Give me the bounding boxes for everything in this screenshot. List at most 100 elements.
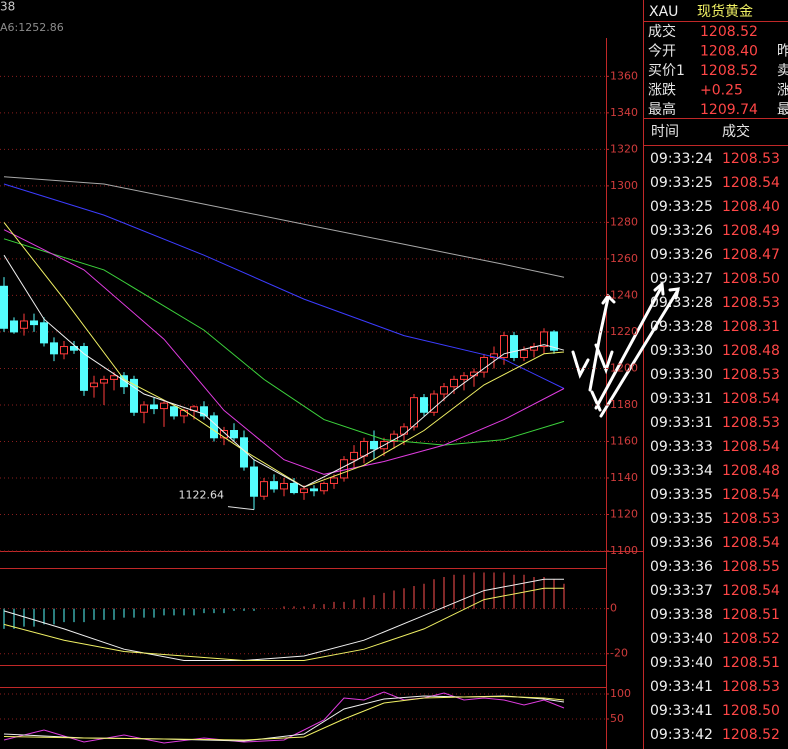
candle-body [320, 482, 328, 492]
tick-price: 1208.54 [722, 535, 780, 551]
quote-label: 涨跌 [648, 83, 676, 99]
y-tick-label: 1320 [610, 142, 638, 155]
candle-body [550, 331, 558, 351]
y-tick-label: 1240 [610, 288, 638, 301]
tick-time: 09:33:38 [650, 607, 713, 623]
candle-body [480, 356, 488, 373]
tick-price: 1208.53 [722, 511, 780, 527]
quote-value: 1208.40 [700, 44, 758, 60]
candle-body [10, 320, 18, 333]
tick-price: 1208.51 [722, 607, 780, 623]
quote-label: 最高 [648, 101, 676, 118]
y-tick-label: 1220 [610, 325, 638, 338]
candle-body [270, 481, 278, 490]
arrow [571, 350, 590, 379]
candle-body [540, 331, 548, 348]
candle-body [140, 404, 148, 413]
tick-price: 1208.50 [722, 271, 780, 287]
candle-body [230, 430, 238, 439]
tick-price: 1208.51 [722, 655, 780, 671]
candle-body [20, 320, 28, 329]
candle-body [220, 430, 228, 439]
arrow [588, 296, 610, 392]
tick-price: 1208.53 [722, 679, 780, 695]
tick-time: 09:33:36 [650, 559, 713, 575]
tick-time: 09:33:30 [650, 343, 713, 359]
tick-time: 09:33:25 [650, 175, 713, 191]
arrow [599, 288, 680, 418]
tick-time: 09:33:24 [650, 151, 713, 167]
arrow-head [668, 287, 680, 300]
tick-time: 09:33:34 [650, 463, 713, 479]
y-tick-label: 1280 [610, 215, 638, 228]
tick-time: 09:33:41 [650, 679, 713, 695]
tick-price: 1208.50 [722, 703, 780, 719]
table-header: 成交 [722, 123, 750, 140]
quote-label: 涨 [777, 83, 788, 99]
candle-body [60, 346, 68, 355]
candle-body [130, 378, 138, 413]
candle-body [0, 285, 8, 329]
tick-time: 09:33:42 [650, 727, 713, 743]
quote-label: 昨 [777, 44, 788, 60]
indicator-line [3, 254, 565, 488]
tick-price: 1208.54 [722, 175, 780, 191]
candle-body [450, 378, 458, 388]
arrow-head [601, 293, 616, 305]
tick-time: 09:33:25 [650, 199, 713, 215]
tick-price: 1208.40 [722, 199, 780, 215]
indicator-line [3, 691, 565, 744]
tick-time: 09:33:36 [650, 535, 713, 551]
tick-price: 1208.49 [722, 223, 780, 239]
y-tick-label: 1140 [610, 471, 638, 484]
candle-body [460, 375, 468, 380]
tick-price: 1208.52 [722, 631, 780, 647]
y-tick-label: 50 [610, 712, 624, 725]
indicator-line [3, 695, 565, 741]
tick-time: 09:33:40 [650, 655, 713, 671]
y-tick-label: -20 [610, 647, 628, 660]
y-tick-label: 1180 [610, 398, 638, 411]
quote-label: 今开 [648, 44, 676, 60]
candle-body [520, 349, 528, 358]
candle-body [30, 320, 38, 326]
drawn-arrows [571, 280, 680, 418]
tick-price: 1208.52 [722, 727, 780, 743]
candle-body [180, 409, 188, 417]
arrow [590, 390, 602, 412]
annotation-leader [227, 506, 255, 511]
tick-time: 09:33:26 [650, 247, 713, 263]
candle-body [510, 335, 518, 358]
y-tick-label: 1160 [610, 434, 638, 447]
candle-body [100, 378, 108, 384]
indicator-line [3, 229, 565, 475]
tick-price: 1208.53 [722, 295, 780, 311]
candle-body [210, 415, 218, 439]
tick-time: 09:33:40 [650, 631, 713, 647]
tick-price: 1208.53 [722, 367, 780, 383]
annotation-label: 1122.64 [179, 489, 225, 502]
candle-body [340, 459, 348, 479]
candle-body [280, 482, 288, 490]
candle-body [90, 382, 98, 388]
indicator-line [3, 238, 565, 446]
candle-body [50, 342, 58, 355]
tick-time: 09:33:41 [650, 703, 713, 719]
chart-title: 38 [0, 0, 15, 14]
candle-body [420, 397, 428, 413]
candle-body [360, 440, 368, 457]
arrow-head [653, 280, 665, 296]
table-header: 时间 [651, 124, 679, 140]
indicator-line [3, 587, 564, 661]
quote-value: 1209.74 [700, 102, 758, 118]
tick-price: 1208.47 [722, 247, 780, 263]
candle-body [170, 406, 178, 417]
arrow [594, 284, 664, 410]
candle-body [350, 451, 358, 461]
tick-price: 1208.48 [722, 343, 780, 359]
candle-body [300, 488, 308, 494]
tick-price: 1208.54 [722, 487, 780, 503]
indicator-line [3, 176, 565, 278]
